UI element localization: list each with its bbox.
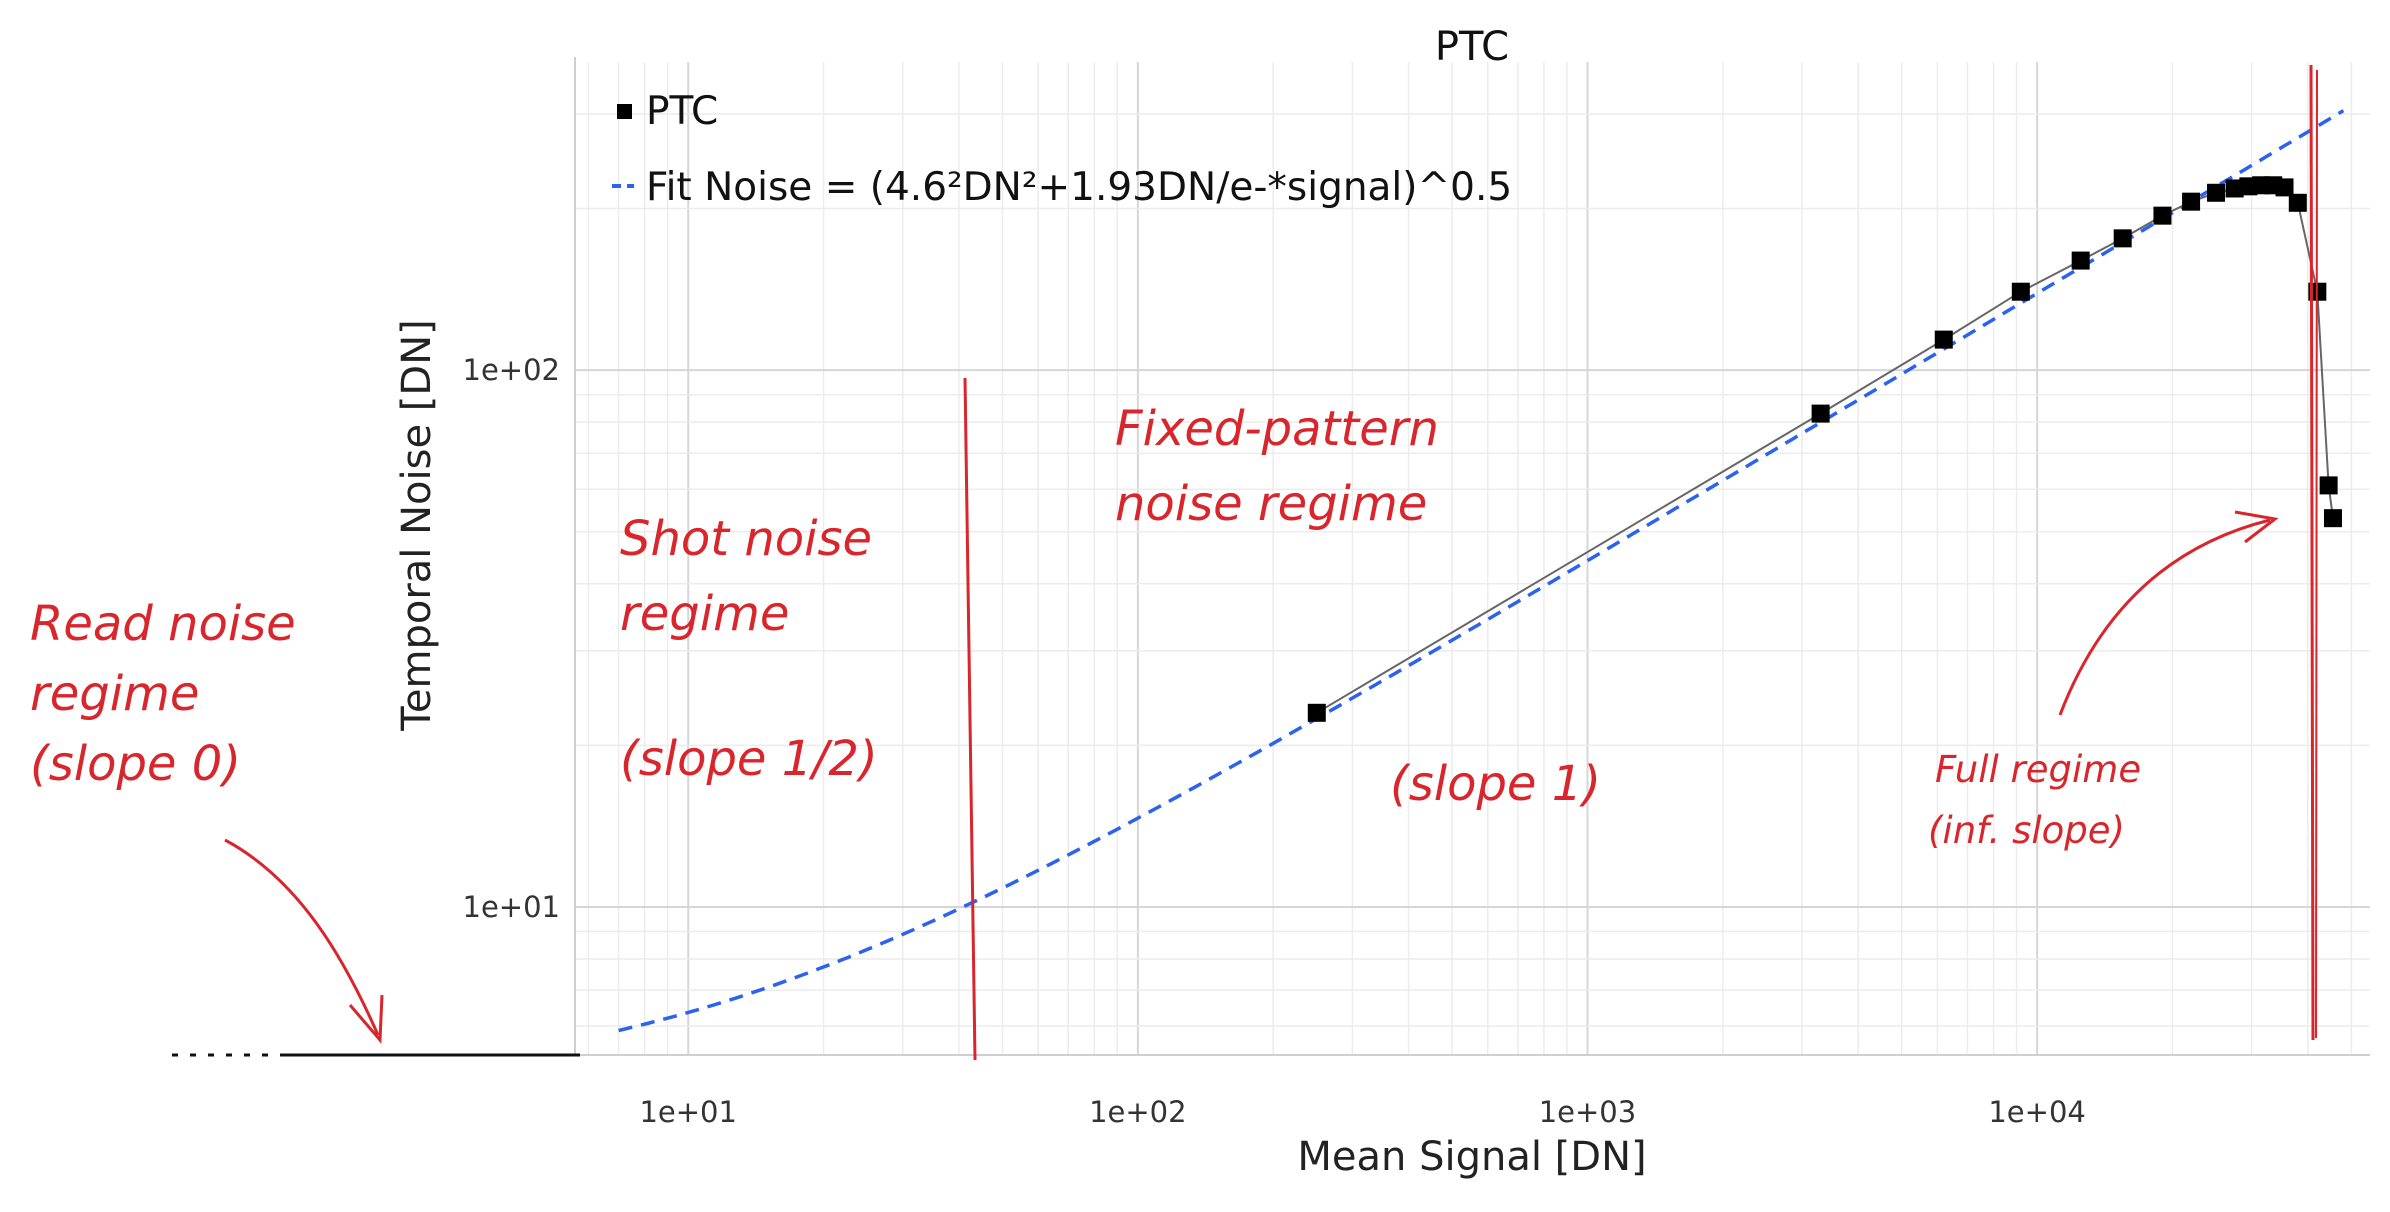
plot-background <box>575 62 2370 1055</box>
annotation-full-regime: Full regime (inf. slope) <box>1928 510 2279 852</box>
legend-label-ptc: PTC <box>646 89 718 134</box>
ptc-point <box>2225 179 2244 198</box>
x-axis-title: Mean Signal [DN] <box>1297 1134 1646 1180</box>
y-axis-title: Temporal Noise [DN] <box>394 319 440 731</box>
grid-lines <box>575 62 2370 1055</box>
ptc-connecting-line <box>1316 184 2334 714</box>
ptc-point <box>2288 193 2307 212</box>
y-tick-label: 1e+01 <box>463 890 561 924</box>
ptc-point <box>2071 251 2090 270</box>
annotation-slope-1: (slope 1) <box>1390 756 1601 812</box>
fit-curve <box>618 109 2345 1033</box>
annotation-read-line-2: regime <box>30 666 199 722</box>
annotation-shot-line-1: Shot noise <box>620 511 872 567</box>
x-tick-label: 1e+02 <box>1089 1095 1187 1129</box>
ptc-point <box>2011 282 2030 301</box>
annotation-shot-line-2: regime <box>620 586 789 642</box>
annotation-fixed-pattern: Fixed-pattern noise regime <box>1115 401 1439 532</box>
chart-title: PTC <box>1435 24 1509 70</box>
x-tick-label: 1e+01 <box>639 1095 737 1129</box>
boundary-full-b <box>2315 69 2318 1039</box>
annotation-fpn-line-1: Fixed-pattern <box>1115 401 1439 457</box>
annotation-full-line-2: (inf. slope) <box>1928 809 2125 852</box>
annotation-read-line-1: Read noise <box>30 596 296 652</box>
ptc-point <box>1811 404 1830 423</box>
boundary-full-a <box>2309 64 2315 1041</box>
annotation-full-arrowhead <box>2234 510 2279 544</box>
legend-label-fit: Fit Noise = (4.6²DN²+1.93DN/e-*signal)^0… <box>646 165 1512 210</box>
legend-marker-ptc <box>617 104 632 119</box>
plot-area <box>575 62 2370 1055</box>
annotation-shot-line-3: (slope 1/2) <box>620 731 878 787</box>
annotation-fpn-line-2: noise regime <box>1115 476 1427 532</box>
y-tick-label: 1e+02 <box>463 353 561 387</box>
axes <box>574 57 2370 1056</box>
annotation-read-arrow <box>224 838 380 1036</box>
x-tick-label: 1e+03 <box>1539 1095 1637 1129</box>
regime-annotations: Read noise regime (slope 0) Shot noise r… <box>30 64 2318 1061</box>
ptc-point <box>2319 476 2338 495</box>
annotation-read-arrowhead <box>348 994 384 1044</box>
ptc-point <box>2207 183 2226 202</box>
ptc-point <box>2323 509 2342 528</box>
ptc-point <box>2182 192 2201 211</box>
annotation-shot-noise: Shot noise regime (slope 1/2) <box>620 511 878 787</box>
ptc-point <box>2113 229 2132 248</box>
tick-labels: 1e+01 1e+02 1e+03 1e+04 1e+01 1e+02 <box>463 353 2086 1129</box>
x-tick-label: 1e+04 <box>1988 1095 2086 1129</box>
annotation-read-noise: Read noise regime (slope 0) <box>30 596 580 1057</box>
ptc-point <box>1307 703 1326 722</box>
annotation-read-line-3: (slope 0) <box>30 736 241 792</box>
annotation-full-line-1: Full regime <box>1935 748 2141 791</box>
boundary-read-shot <box>963 377 977 1061</box>
annotation-full-arrow <box>2058 518 2271 716</box>
ptc-point <box>1934 330 1953 349</box>
ptc-point <box>2275 178 2294 197</box>
ptc-point <box>2153 206 2172 225</box>
legend: PTC Fit Noise = (4.6²DN²+1.93DN/e-*signa… <box>612 89 1512 210</box>
fit-curve-layer <box>618 109 2345 1033</box>
